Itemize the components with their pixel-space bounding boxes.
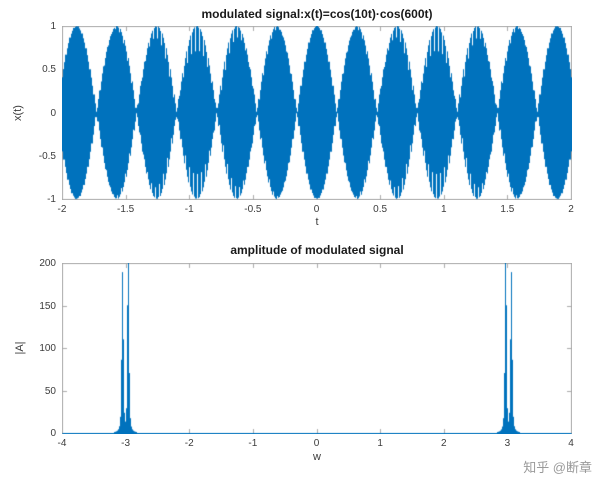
x-tick-label: -1 — [248, 438, 258, 449]
y-tick-label: -0.5 — [38, 150, 56, 162]
plot2-plot-area — [62, 263, 572, 434]
plot1-title: modulated signal:x(t)=cos(10t)·cos(600t) — [201, 7, 433, 21]
x-tick-label: -0.5 — [244, 204, 262, 215]
y-tick-label: 0 — [50, 428, 56, 439]
y-tick-label: 0.5 — [42, 64, 56, 76]
y-tick-label: 0 — [50, 107, 56, 119]
plot2-x-axis-label: w — [313, 451, 321, 463]
y-tick-label: 100 — [39, 343, 56, 354]
x-tick-label: -1 — [184, 204, 194, 215]
plot1-plot-area — [62, 26, 572, 200]
x-tick-label: 3 — [504, 438, 511, 449]
x-tick-label: 1.5 — [500, 204, 515, 215]
x-tick-label: 1 — [377, 438, 383, 449]
x-tick-label: 0 — [313, 204, 320, 215]
plot1-x-axis-label: t — [315, 216, 319, 228]
y-tick-label: 50 — [44, 385, 56, 397]
x-tick-label: 0.5 — [373, 204, 388, 215]
x-tick-label: 2 — [568, 204, 574, 215]
x-tick-label: -2 — [57, 204, 67, 215]
x-tick-label: 0 — [313, 438, 320, 449]
x-tick-label: -1.5 — [117, 204, 135, 215]
x-tick-label: -3 — [121, 438, 131, 449]
y-tick-label: 200 — [39, 258, 56, 269]
x-tick-label: -2 — [184, 438, 194, 449]
plot2-title: amplitude of modulated signal — [230, 243, 404, 257]
x-tick-label: 4 — [568, 438, 574, 449]
y-tick-label: 1 — [50, 21, 56, 32]
y-tick-label: -1 — [47, 194, 56, 205]
x-tick-label: 2 — [440, 438, 447, 449]
x-tick-label: -4 — [57, 438, 67, 449]
watermark: 知乎 @断章 — [523, 460, 592, 475]
x-tick-label: 1 — [440, 204, 447, 215]
y-tick-label: 150 — [39, 300, 56, 312]
